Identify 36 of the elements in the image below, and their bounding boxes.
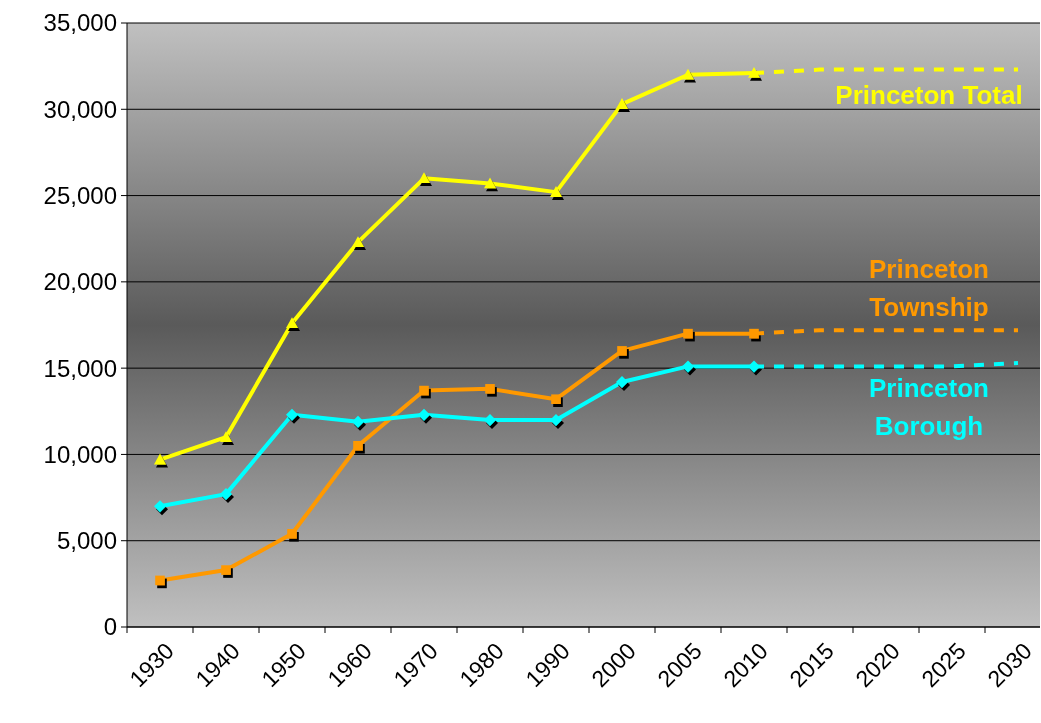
point — [682, 360, 694, 373]
point — [419, 385, 429, 396]
point — [550, 186, 562, 197]
text: Princeton Borough — [869, 372, 989, 441]
point — [220, 488, 232, 501]
y-tick-label: 20,000 — [43, 268, 117, 296]
point — [617, 346, 627, 356]
point — [551, 394, 561, 405]
point — [616, 375, 628, 388]
point — [353, 441, 363, 451]
point — [418, 172, 430, 184]
y-tick-label: 5,000 — [56, 527, 117, 555]
point — [352, 236, 364, 247]
point — [485, 384, 495, 394]
point — [154, 453, 166, 465]
point — [484, 177, 496, 189]
text: Princeton Township — [869, 254, 989, 323]
y-tick-label: 35,000 — [43, 9, 117, 37]
y-tick-label: 30,000 — [43, 95, 117, 123]
point — [154, 500, 166, 513]
point — [682, 68, 694, 80]
point — [683, 328, 693, 339]
y-tick-label: 10,000 — [43, 440, 117, 468]
point — [352, 415, 364, 428]
y-tick-label: 25,000 — [43, 181, 117, 209]
point — [221, 565, 231, 575]
point — [418, 408, 430, 421]
point — [616, 98, 628, 109]
y-tick-label: 15,000 — [43, 354, 117, 382]
point — [220, 431, 232, 442]
point — [286, 317, 298, 329]
text: Princeton Total — [835, 79, 1023, 110]
point — [286, 408, 298, 421]
point — [155, 575, 165, 586]
point — [287, 529, 297, 539]
y-tick-label: 0 — [103, 613, 117, 641]
